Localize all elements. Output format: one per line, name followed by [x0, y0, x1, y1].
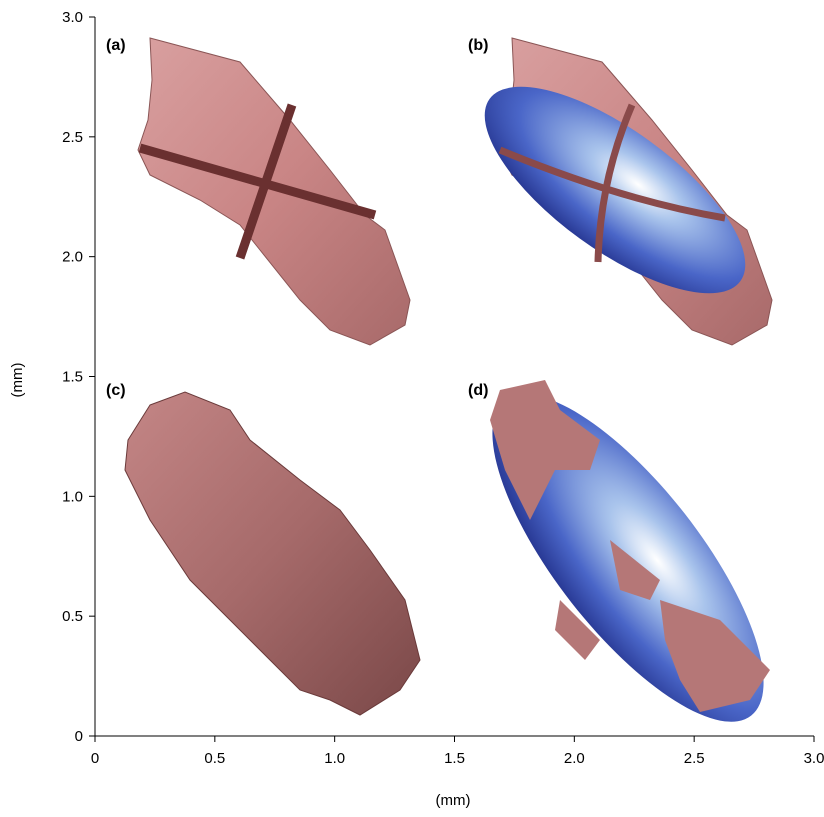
y-tick-label: 2.5 — [62, 129, 83, 146]
panel-label: (d) — [468, 382, 488, 399]
x-tick-label: 1.0 — [324, 750, 345, 767]
x-tick-label: 3.0 — [804, 750, 824, 767]
image-content — [125, 38, 808, 760]
panel-label: (b) — [468, 37, 488, 54]
y-tick-label: 3.0 — [62, 9, 83, 26]
y-tick-label: 0 — [75, 728, 83, 745]
y-tick-label: 1.0 — [62, 488, 83, 505]
y-tick-label: 0.5 — [62, 608, 83, 625]
rough-surface — [125, 392, 420, 715]
x-tick-label: 0.5 — [204, 750, 225, 767]
panel-label: (c) — [106, 382, 126, 399]
y-tick-label: 2.0 — [62, 249, 83, 266]
panel-label: (a) — [106, 37, 126, 54]
x-axis-label: (mm) — [436, 792, 471, 809]
y-tick-label: 1.5 — [62, 369, 83, 386]
chart: (a) (b) (c) (d) (mm) (mm) 0 0.5 1.0 1.5 2.0 2… — [0, 0, 824, 812]
x-tick-label: 2.5 — [684, 750, 705, 767]
sample-slice — [138, 38, 410, 345]
y-axis-label: (mm) — [9, 363, 26, 398]
x-tick-label: 2.0 — [564, 750, 585, 767]
x-tick-label: 1.5 — [444, 750, 465, 767]
x-tick-label: 0 — [91, 750, 99, 767]
